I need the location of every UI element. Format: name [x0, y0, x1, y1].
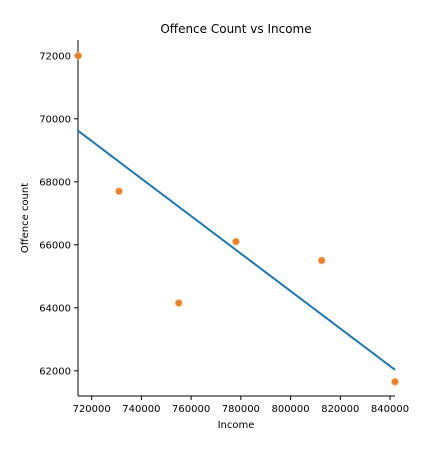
chart-title: Offence Count vs Income [160, 22, 311, 36]
x-tick-label: 780000 [222, 404, 260, 415]
y-tick-label: 68000 [39, 177, 71, 188]
scatter-point [391, 377, 399, 386]
x-axis-label: Income [218, 420, 255, 431]
x-tick-label: 800000 [271, 404, 309, 415]
series-layer [74, 51, 399, 386]
scatter-point [74, 51, 83, 60]
y-tick-label: 72000 [39, 51, 71, 62]
x-tick-label: 760000 [172, 404, 210, 415]
y-tick-label: 66000 [39, 240, 71, 251]
scatter-point [317, 256, 326, 265]
scatter-point [174, 299, 183, 307]
x-tick-label: 720000 [73, 404, 111, 415]
y-tick-label: 62000 [39, 366, 71, 377]
y-axis-ticks: 62000 64000 66000 68000 70000 72000 [39, 51, 78, 377]
y-tick-label: 70000 [39, 114, 71, 125]
scatter-point [115, 187, 123, 196]
y-axis-label: Offence count [20, 183, 31, 253]
x-tick-label: 820000 [321, 404, 359, 415]
y-tick-label: 64000 [39, 303, 71, 314]
scatter-point [231, 237, 240, 246]
x-axis-ticks: 720000 740000 760000 780000 800000 820000 8400… [73, 396, 409, 415]
x-tick-label: 740000 [122, 404, 160, 415]
regression-line [77, 129, 396, 371]
x-tick-label: 840000 [371, 404, 409, 415]
